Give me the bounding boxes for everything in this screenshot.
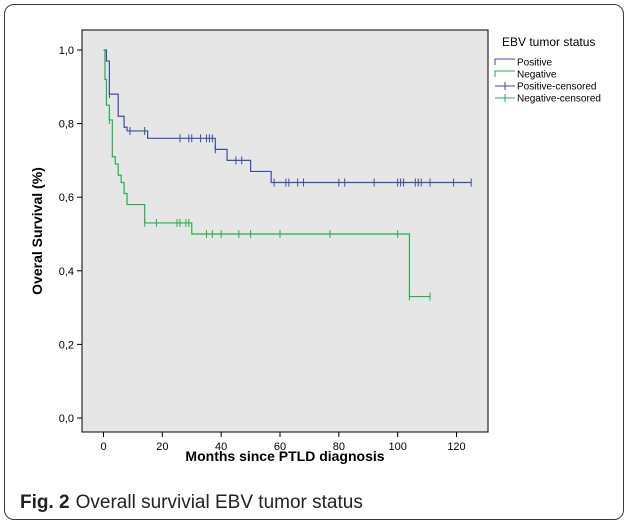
y-tick-label: 1,0 [59,45,74,57]
series-positive-line [103,49,472,184]
x-tick-label: 0 [100,441,106,453]
x-tick-label: 120 [447,441,465,453]
x-tick-label: 80 [333,441,345,453]
caption-label: Fig. 2 [20,492,70,513]
legend-entry-label: Negative [517,70,557,81]
x-tick-label: 60 [274,441,286,453]
series-negative-line [103,49,431,298]
caption-text: Overall survivial EBV tumor status [75,492,363,513]
x-tick-label: 40 [215,441,227,453]
x-tick-label: 20 [156,441,168,453]
legend-entry-label: Positive [517,58,552,69]
y-tick-label: 0,0 [59,413,74,425]
figure-frame [4,4,624,520]
legend-entry-label: Positive-censored [517,82,596,93]
legend-swatch [494,58,515,65]
y-tick-label: 0,8 [59,119,74,131]
legend-title: EBV tumor status [502,35,595,49]
legend-entry-label: Negative-censored [517,94,601,105]
x-axis-label: Months since PTLD diagnosis [185,448,384,464]
y-tick-label: 0,4 [59,266,74,278]
plot-area [81,29,489,433]
y-tick-label: 0,2 [59,339,74,351]
x-tick-label: 100 [388,441,406,453]
figure-caption: Fig. 2 Overall survivial EBV tumor status [20,492,363,514]
legend-swatch [494,70,515,77]
y-axis-label: Overal Survival (%) [29,167,45,295]
y-tick-label: 0,6 [59,192,74,204]
